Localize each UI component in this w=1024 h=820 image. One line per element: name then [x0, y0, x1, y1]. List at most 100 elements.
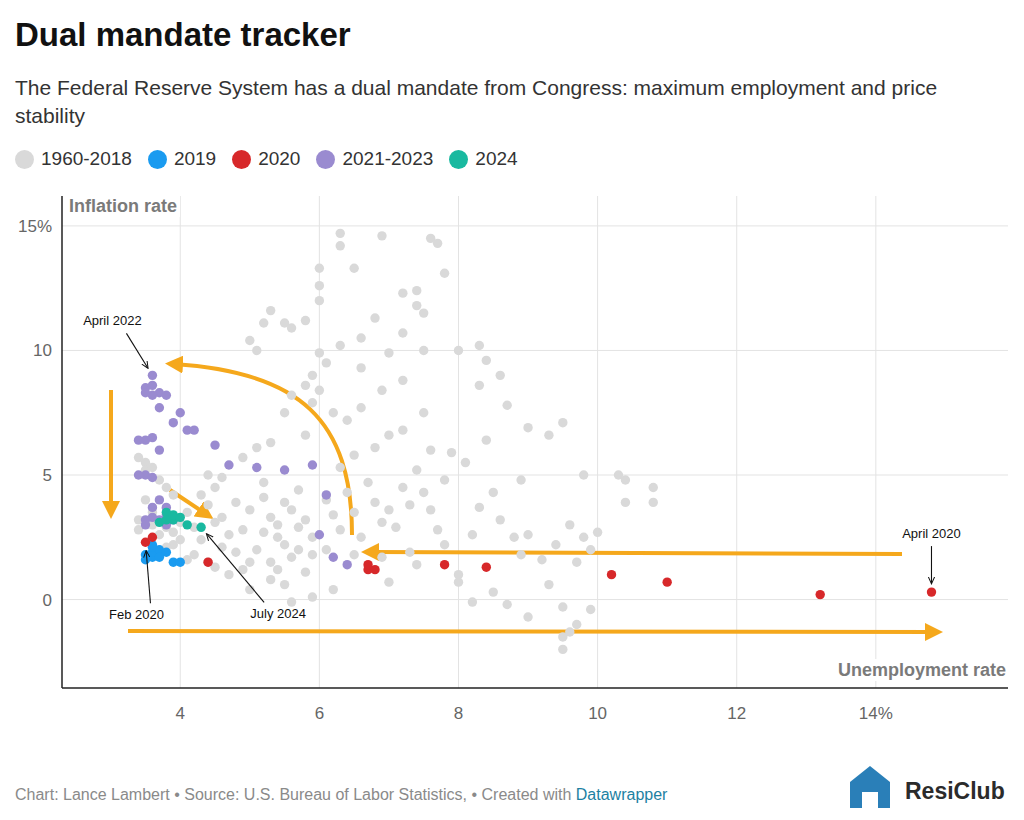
point: [217, 513, 226, 522]
y-axis-title-group: Inflation rate: [66, 195, 180, 217]
y-tick-label: 10: [33, 341, 52, 360]
point: [440, 269, 449, 278]
trend-arrows: [111, 364, 934, 632]
point: [155, 495, 164, 504]
point: [259, 493, 268, 502]
trend-arrow: [109, 390, 113, 510]
legend-label: 1960-2018: [41, 148, 132, 170]
point: [356, 333, 365, 342]
point: [148, 463, 157, 472]
annotation-pointer: [931, 546, 932, 583]
point: [141, 520, 150, 529]
point: [433, 525, 442, 534]
point: [287, 391, 296, 400]
point: [440, 560, 449, 569]
point: [287, 553, 296, 562]
point: [614, 470, 623, 479]
point: [252, 346, 261, 355]
legend-swatch: [449, 150, 468, 169]
point: [189, 425, 198, 434]
point: [308, 550, 317, 559]
point: [489, 587, 498, 596]
legend-item: 2019: [148, 148, 216, 170]
point: [433, 239, 442, 248]
annotation-text: April 2020: [902, 526, 961, 541]
point: [308, 592, 317, 601]
point: [593, 528, 602, 537]
point: [342, 416, 351, 425]
point: [294, 545, 303, 554]
grid-line-y: [62, 225, 1008, 226]
point: [426, 505, 435, 514]
point: [412, 465, 421, 474]
footer-link[interactable]: Datawrapper: [576, 786, 668, 803]
grid-line-x: [736, 196, 737, 688]
point: [245, 336, 254, 345]
point: [558, 602, 567, 611]
annotation-pointer: [126, 333, 147, 367]
point: [412, 560, 421, 569]
point: [405, 548, 414, 557]
point: [412, 301, 421, 310]
point: [259, 478, 268, 487]
title: Dual mandate tracker: [15, 16, 351, 54]
point: [370, 443, 379, 452]
point: [203, 557, 212, 566]
logo: ResiClub: [848, 762, 1018, 812]
point: [336, 229, 345, 238]
point: [210, 440, 219, 449]
point: [315, 296, 324, 305]
point: [370, 498, 379, 507]
point: [301, 316, 310, 325]
point: [342, 488, 351, 497]
footer: Chart: Lance Lambert • Source: U.S. Bure…: [15, 786, 667, 804]
point: [287, 505, 296, 514]
point: [342, 560, 351, 569]
point: [196, 490, 205, 499]
point: [245, 505, 254, 514]
legend-item: 2020: [232, 148, 300, 170]
legend-swatch: [148, 150, 167, 169]
point: [280, 580, 289, 589]
point: [259, 528, 268, 537]
point: [496, 515, 505, 524]
point: [440, 475, 449, 484]
annotation-text: April 2022: [83, 313, 142, 328]
point: [134, 435, 143, 444]
point: [579, 533, 588, 542]
point: [356, 403, 365, 412]
point: [280, 465, 289, 474]
point: [336, 463, 345, 472]
point: [523, 612, 532, 621]
y-axis-title-bg: [66, 195, 180, 217]
legend-swatch: [316, 150, 335, 169]
point: [176, 535, 185, 544]
logo-graphic: ResiClub: [848, 762, 1018, 812]
point: [141, 495, 150, 504]
point: [565, 520, 574, 529]
point: [231, 548, 240, 557]
x-tick-label: 4: [176, 704, 185, 723]
point: [370, 313, 379, 322]
point: [169, 418, 178, 427]
point: [329, 408, 338, 417]
point: [468, 530, 477, 539]
point: [815, 590, 824, 599]
x-tick-label: 14%: [859, 704, 893, 723]
point: [266, 513, 275, 522]
x-tick-label: 10: [588, 704, 607, 723]
legend-label: 2021-2023: [342, 148, 433, 170]
point: [419, 308, 428, 317]
point: [398, 376, 407, 385]
series-points: [141, 533, 936, 600]
trend-arrow: [128, 631, 934, 632]
subtitle: The Federal Reserve System has a dual ma…: [15, 74, 975, 130]
point: [266, 557, 275, 566]
point: [245, 557, 254, 566]
y-axis-title: Inflation rate: [69, 196, 177, 216]
point: [336, 341, 345, 350]
series-points: [155, 508, 206, 532]
point: [203, 470, 212, 479]
point: [148, 503, 157, 512]
x-axis-title-bg: [835, 659, 1009, 681]
